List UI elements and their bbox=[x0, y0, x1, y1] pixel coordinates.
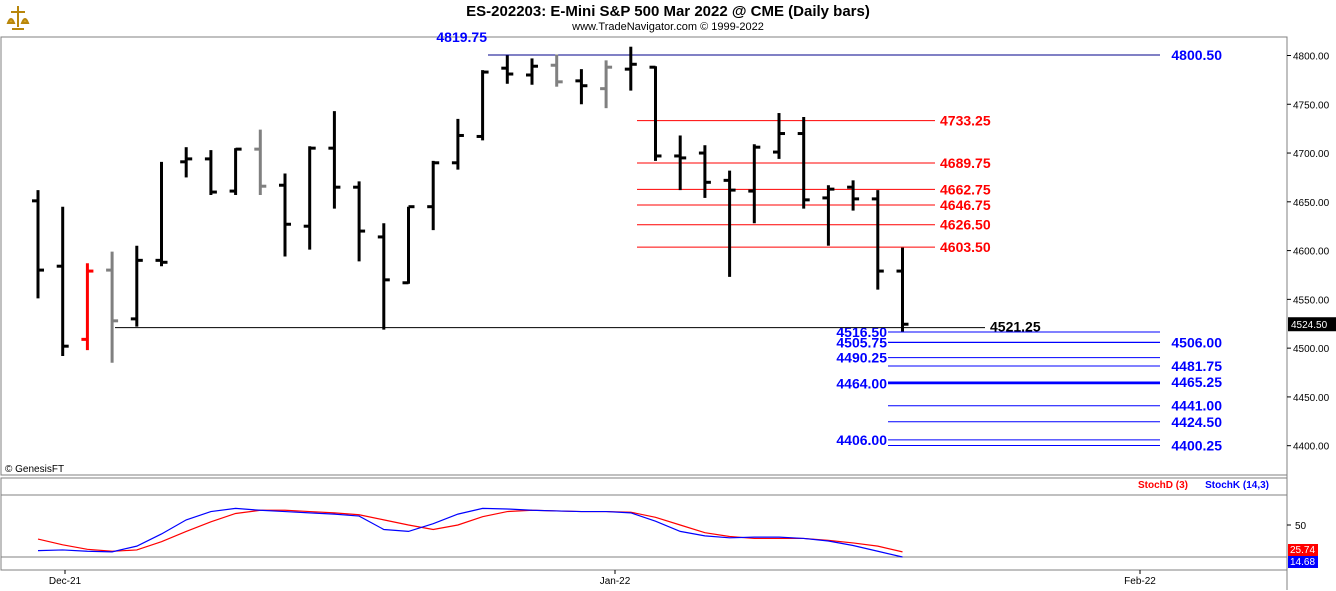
ohlc-bar bbox=[353, 181, 366, 262]
tradenavigator-logo-icon bbox=[4, 3, 32, 33]
ohlc-bar bbox=[180, 147, 193, 178]
ohlc-bar bbox=[797, 116, 810, 209]
genesis-copyright: © GenesisFT bbox=[5, 464, 64, 475]
stochk-line bbox=[37, 507, 903, 558]
ohlc-bar bbox=[451, 118, 464, 170]
date-axis: Dec-21 Jan-22 Feb-22 bbox=[49, 570, 1156, 587]
ohlc-bar bbox=[328, 111, 341, 209]
ohlc-bar bbox=[81, 263, 94, 351]
blue-level-label: 4424.50 bbox=[1171, 414, 1222, 430]
blue-level-label: 4441.00 bbox=[1171, 398, 1222, 414]
price-tick-label: 4400.00 bbox=[1293, 442, 1330, 453]
blue-level-label: 4481.75 bbox=[1171, 358, 1222, 374]
blue-level-label: 4819.75 bbox=[436, 29, 487, 45]
ohlc-bar bbox=[550, 54, 563, 87]
last-price-badge bbox=[1288, 317, 1336, 332]
ohlc-bar bbox=[427, 160, 440, 231]
ohlc-bar bbox=[501, 55, 514, 84]
osc-tick-label: 50 bbox=[1295, 521, 1307, 532]
price-tick-label: 4700.00 bbox=[1293, 149, 1330, 160]
red-level-label: 4603.50 bbox=[940, 239, 991, 255]
ohlc-bar bbox=[871, 190, 884, 290]
ohlc-bar bbox=[56, 206, 69, 356]
ohlc-bar bbox=[773, 113, 785, 159]
ohlc-bar bbox=[575, 69, 588, 105]
ohlc-bar bbox=[896, 247, 909, 332]
price-tick-label: 4550.00 bbox=[1293, 295, 1330, 306]
ohlc-bar bbox=[279, 173, 291, 257]
stochd-badge bbox=[1288, 544, 1318, 556]
red-level-label: 4689.75 bbox=[940, 155, 991, 171]
ohlc-bar bbox=[649, 65, 662, 161]
blue-level-label: 4406.00 bbox=[836, 432, 887, 448]
stochd-value: 25.74 bbox=[1290, 545, 1315, 556]
support-label: 4521.25 bbox=[990, 319, 1041, 335]
ohlc-bar bbox=[155, 161, 168, 267]
stochk-badge bbox=[1288, 556, 1318, 568]
ohlc-bar bbox=[624, 46, 637, 91]
blue-level-label: 4400.25 bbox=[1171, 437, 1222, 453]
legend-stochd: StochD (3) bbox=[1138, 480, 1188, 491]
stochk-value: 14.68 bbox=[1290, 557, 1315, 568]
date-tick-label: Jan-22 bbox=[600, 576, 631, 587]
price-tick-label: 4650.00 bbox=[1293, 198, 1330, 209]
blue-level-label: 4506.00 bbox=[1171, 334, 1222, 350]
ohlc-bar bbox=[600, 60, 613, 109]
ohlc-bar bbox=[748, 144, 761, 224]
chart-title: ES-202203: E-Mini S&P 500 Mar 2022 @ CME… bbox=[466, 3, 870, 20]
ohlc-bar bbox=[106, 251, 119, 363]
price-bars bbox=[32, 46, 909, 363]
ohlc-bar bbox=[723, 170, 736, 277]
blue-level-label: 4465.25 bbox=[1171, 374, 1222, 390]
ohlc-bar bbox=[822, 185, 835, 246]
ohlc-bar bbox=[674, 135, 687, 191]
date-tick-label: Feb-22 bbox=[1124, 576, 1156, 587]
red-level-label: 4646.75 bbox=[940, 197, 991, 213]
ohlc-bar bbox=[847, 180, 860, 211]
ohlc-bar bbox=[32, 190, 44, 299]
blue-level-label: 4800.50 bbox=[1171, 47, 1222, 63]
price-panel-border bbox=[0, 36, 1288, 476]
chart-frame bbox=[0, 36, 1288, 590]
red-level-label: 4626.50 bbox=[940, 217, 991, 233]
ohlc-bar bbox=[698, 145, 711, 198]
price-tick-label: 4450.00 bbox=[1293, 393, 1330, 404]
last-price-label: 4524.50 bbox=[1291, 320, 1328, 331]
ohlc-bar bbox=[254, 129, 267, 195]
ohlc-bar bbox=[303, 146, 316, 250]
chart-header: ES-202203: E-Mini S&P 500 Mar 2022 @ CME… bbox=[0, 0, 1336, 37]
stochd-line bbox=[37, 509, 903, 553]
price-tick-label: 4500.00 bbox=[1293, 344, 1330, 355]
price-tick-label: 4800.00 bbox=[1293, 51, 1330, 62]
date-tick-label: Dec-21 bbox=[49, 576, 82, 587]
legend-stochk: StochK (14,3) bbox=[1205, 480, 1269, 491]
ohlc-bar bbox=[204, 150, 217, 195]
price-tick-label: 4600.00 bbox=[1293, 247, 1330, 258]
ohlc-bar bbox=[377, 223, 390, 330]
price-tick-label: 4750.00 bbox=[1293, 100, 1330, 111]
price-axis: 4800.00 4750.00 4700.00 4650.00 4600.00 4550.… bbox=[1287, 51, 1336, 453]
chart-subtitle: www.TradeNavigator.com © 1999-2022 bbox=[572, 21, 764, 33]
blue-level-label: 4490.25 bbox=[836, 350, 887, 366]
blue-level-label: 4464.00 bbox=[836, 375, 887, 391]
ohlc-bar bbox=[526, 58, 538, 85]
red-level-label: 4662.75 bbox=[940, 181, 991, 197]
blue-level-label: 4505.75 bbox=[836, 335, 887, 351]
ohlc-bar bbox=[402, 205, 415, 285]
red-level-label: 4733.25 bbox=[940, 113, 991, 129]
ohlc-bar bbox=[476, 70, 489, 141]
ohlc-bar bbox=[229, 147, 242, 195]
stochastic-panel-border bbox=[0, 477, 1288, 571]
ohlc-bar bbox=[130, 245, 143, 327]
